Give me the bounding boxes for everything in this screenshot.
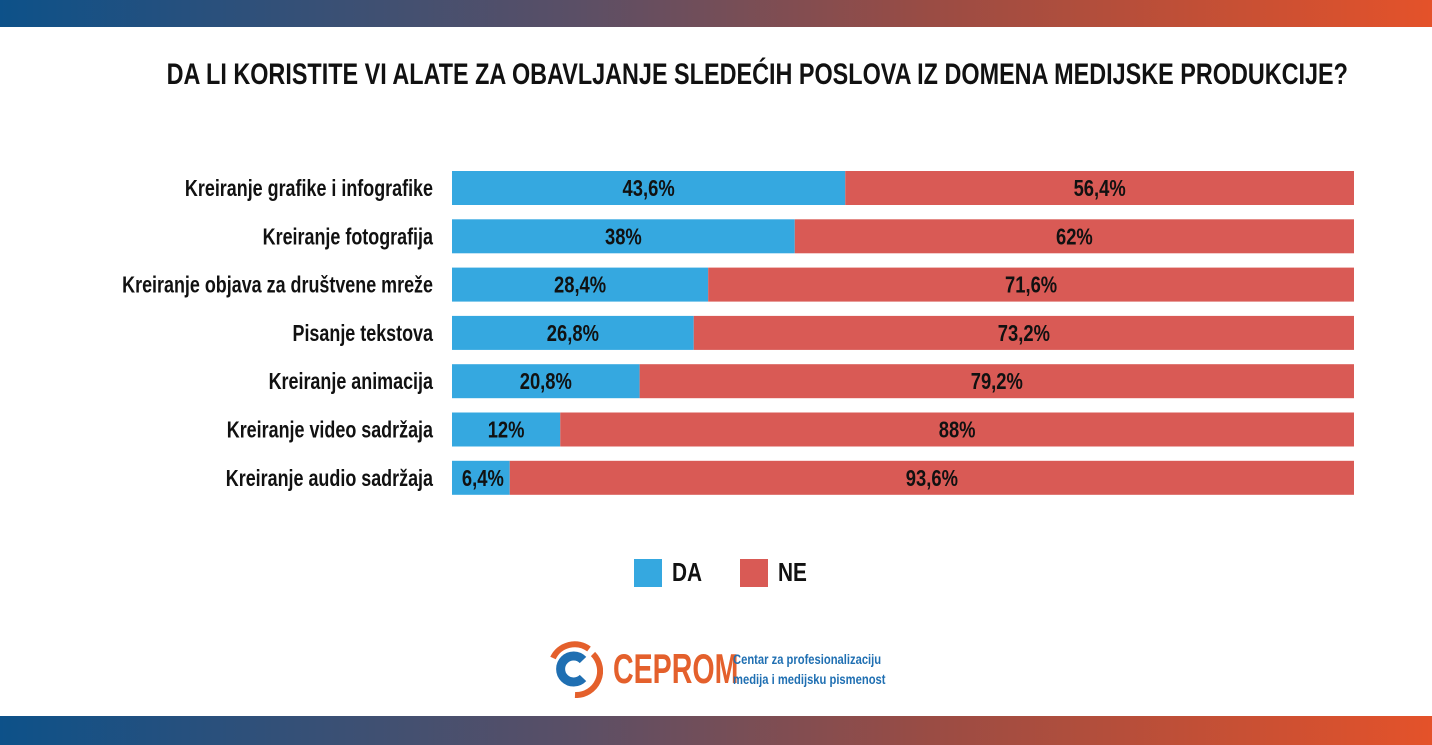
bar-da bbox=[452, 171, 846, 205]
legend: DA NE bbox=[634, 557, 844, 588]
category-label: Kreiranje grafike i infografike bbox=[185, 176, 433, 202]
data-label-ne: 73,2% bbox=[998, 321, 1050, 346]
bar-ne bbox=[509, 460, 1354, 495]
logo-tagline-line-1: Centar za profesionalizaciju bbox=[733, 651, 882, 667]
data-label-da: 20,8% bbox=[520, 369, 572, 394]
chart-title: DA LI KORISTITE VI ALATE ZA OBAVLJANJE S… bbox=[0, 58, 1432, 92]
logo-tagline-line-2: medija i medijsku pismenost bbox=[733, 671, 886, 687]
category-label: Kreiranje animacija bbox=[269, 369, 434, 395]
bar-ne bbox=[639, 364, 1354, 399]
category-label: Pisanje tekstova bbox=[293, 321, 434, 347]
data-label-ne: 93,6% bbox=[906, 466, 958, 491]
bar-da bbox=[452, 460, 510, 495]
legend-swatch-ne bbox=[739, 558, 768, 587]
data-label-ne: 56,4% bbox=[1074, 176, 1126, 201]
logo-brand: CEPROM bbox=[613, 645, 739, 692]
data-label-da: 38% bbox=[605, 224, 642, 249]
data-label-da: 26,8% bbox=[547, 321, 599, 346]
category-label: Kreiranje fotografija bbox=[263, 224, 434, 250]
data-label-da: 6,4% bbox=[462, 466, 504, 491]
bar-ne bbox=[794, 219, 1354, 254]
bar-da bbox=[452, 364, 640, 399]
ceprom-logo: CEPROM Centar za profesionalizaciju medi… bbox=[545, 640, 924, 698]
bar-da bbox=[452, 219, 795, 254]
bar-da bbox=[452, 315, 694, 350]
bottom-gradient-band bbox=[0, 716, 1432, 745]
legend-label-da: DA bbox=[672, 557, 703, 587]
logo-tagline: Centar za profesionalizaciju medija i me… bbox=[733, 649, 924, 689]
data-label-da: 12% bbox=[488, 418, 525, 443]
chart-title-text: DA LI KORISTITE VI ALATE ZA OBAVLJANJE S… bbox=[166, 58, 1348, 91]
legend-swatch-da bbox=[634, 558, 662, 587]
stacked-bar-chart: Kreiranje grafike i infografike 43,6% 56,4… bbox=[122, 171, 1354, 495]
bar-ne bbox=[845, 171, 1354, 205]
bar-ne bbox=[708, 267, 1354, 302]
data-label-ne: 88% bbox=[939, 418, 976, 443]
category-label: Kreiranje audio sadržaja bbox=[226, 466, 434, 492]
data-label-da: 43,6% bbox=[623, 176, 675, 201]
bar-da bbox=[452, 267, 709, 302]
data-label-da: 28,4% bbox=[554, 273, 606, 298]
legend-label-ne: NE bbox=[777, 557, 807, 587]
bar-da bbox=[452, 412, 561, 447]
data-label-ne: 79,2% bbox=[971, 369, 1023, 394]
category-label: Kreiranje video sadržaja bbox=[227, 417, 434, 443]
bar-ne bbox=[693, 315, 1354, 350]
data-label-ne: 71,6% bbox=[1005, 273, 1057, 298]
data-label-ne: 62% bbox=[1056, 224, 1093, 249]
ceprom-logo-icon bbox=[550, 641, 603, 698]
category-label: Kreiranje objava za društvene mreže bbox=[122, 273, 433, 299]
bar-ne bbox=[560, 412, 1354, 447]
top-gradient-band bbox=[0, 0, 1432, 27]
